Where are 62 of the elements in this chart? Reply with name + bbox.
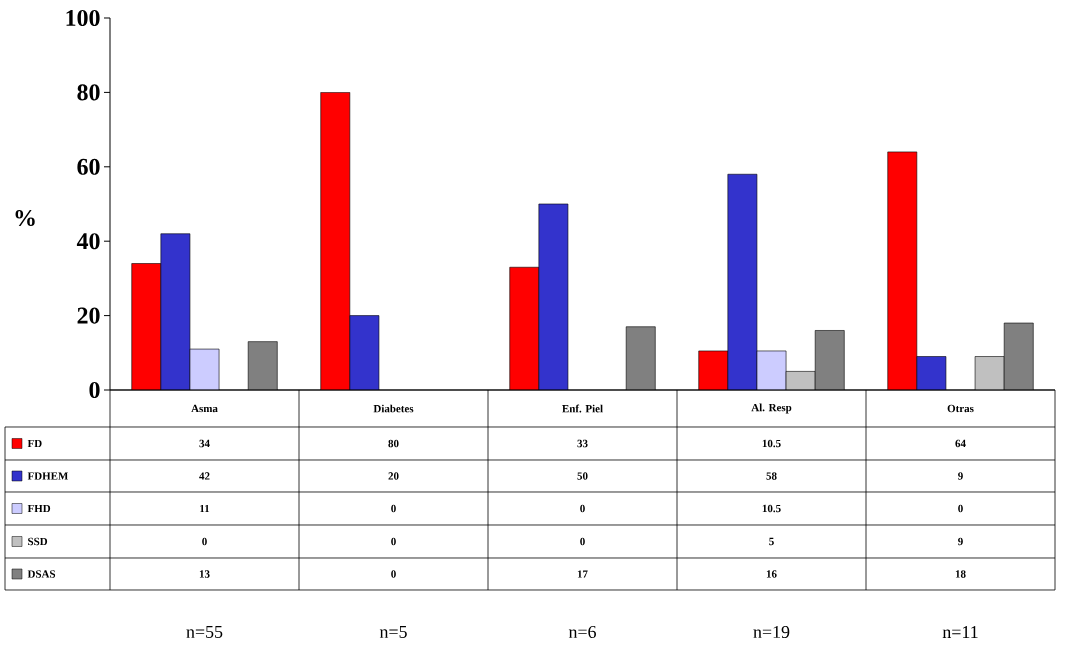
bar <box>131 263 162 390</box>
data-label: 5 <box>769 537 774 546</box>
data-label: 64 <box>955 439 966 448</box>
x-tick-label: Diabetes <box>373 404 414 413</box>
bar <box>625 326 656 390</box>
text: n=11 <box>942 626 978 638</box>
bar <box>1003 322 1034 390</box>
data-label: 0 <box>580 537 585 546</box>
data-label: 42 <box>199 472 210 480</box>
text: n=55 <box>186 626 223 638</box>
y-tick-label: 100 <box>66 9 100 27</box>
bar <box>698 350 729 390</box>
data-label: 0 <box>391 570 396 578</box>
data-label: 58 <box>766 472 777 480</box>
data-label: 0 <box>391 504 396 513</box>
data-label: 10.5 <box>762 504 781 513</box>
text: n=5 <box>379 626 407 638</box>
data-label: 33 <box>577 439 588 448</box>
data-label: 0 <box>391 537 396 546</box>
bar <box>974 356 1005 390</box>
y-axis-title: % <box>15 209 35 227</box>
data-label: 9 <box>958 472 963 480</box>
y-tick-label: 40 <box>76 233 100 250</box>
bar <box>727 173 758 390</box>
bar <box>916 356 947 390</box>
data-label: 20 <box>388 472 399 480</box>
y-tick-label: 60 <box>77 158 100 175</box>
data-label: 34 <box>199 439 210 448</box>
data-label: 50 <box>577 472 588 480</box>
bar <box>814 330 845 390</box>
data-label: 0 <box>580 504 585 513</box>
bar <box>509 266 540 390</box>
bar <box>320 92 351 390</box>
legend-label: FDHEM <box>27 472 68 480</box>
text: n=6 <box>568 625 596 639</box>
bar <box>247 341 278 390</box>
bar <box>538 203 569 390</box>
x-tick-label: Otras <box>947 404 974 413</box>
data-label: 0 <box>202 537 207 546</box>
data-label: 18 <box>955 570 966 578</box>
y-tick-label: 20 <box>77 307 100 324</box>
data-label: 9 <box>958 537 963 546</box>
legend-label: FD <box>27 439 42 448</box>
bar <box>349 315 380 390</box>
data-label: 17 <box>577 570 588 578</box>
text: n=19 <box>753 625 790 639</box>
legend-label: FHD <box>27 504 51 513</box>
data-label: 10.5 <box>762 439 781 448</box>
x-tick-label: Al. Resp <box>751 403 792 414</box>
bar <box>887 151 918 390</box>
data-label: 13 <box>199 570 210 578</box>
data-label: 11 <box>200 504 210 513</box>
data-label: 16 <box>766 570 777 578</box>
y-tick-label: 0 <box>89 381 100 399</box>
x-tick-label: Enf. Piel <box>562 404 603 413</box>
data-label: 0 <box>958 504 963 513</box>
legend-label: SSD <box>28 537 48 546</box>
bar <box>160 233 191 390</box>
y-tick-label: 80 <box>77 84 100 101</box>
data-label: 80 <box>388 439 399 448</box>
legend-label: DSAS <box>27 570 56 578</box>
x-tick-label: Asma <box>191 404 218 413</box>
